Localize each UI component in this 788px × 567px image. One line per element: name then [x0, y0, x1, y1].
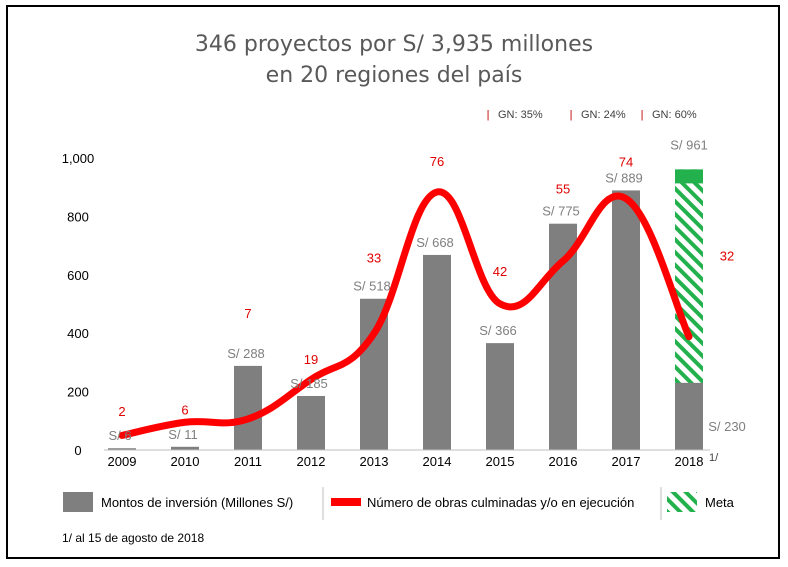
- investment-bar: [108, 448, 136, 450]
- x-tick-label: 2009: [108, 454, 137, 469]
- investment-bar: [612, 190, 640, 451]
- x-tick-label: 2018: [675, 454, 704, 469]
- count-value-label: 19: [304, 352, 318, 367]
- bars-front: [675, 382, 703, 450]
- year-footnote-mark: 1/: [709, 452, 719, 464]
- count-value-label: 74: [619, 155, 633, 170]
- gn-separator: |: [641, 109, 644, 121]
- y-tick-label: 600: [67, 268, 89, 283]
- x-axis-ticks: 2009 2010 2011 2012 2013 2014 2015 2016 2017 2018…: [108, 452, 720, 469]
- chart-title-line1: 346 proyectos por S/ 3,935 millones: [195, 32, 593, 57]
- investment-bar: [297, 395, 325, 450]
- meta-value-label: S/ 961: [670, 137, 708, 152]
- gn-separator: |: [487, 109, 490, 121]
- bars: [108, 190, 640, 451]
- bar-value-label: S/ 185: [290, 376, 328, 391]
- gn-annotation: GN: 60%: [652, 109, 697, 121]
- x-tick-label: 2014: [423, 454, 452, 469]
- x-tick-label: 2013: [360, 454, 389, 469]
- gn-separator: |: [570, 109, 573, 121]
- count-value-label: 2: [118, 404, 125, 419]
- x-tick-label: 2017: [612, 454, 641, 469]
- x-tick-label: 2011: [234, 454, 262, 469]
- bar-value-label: S/ 775: [542, 204, 580, 219]
- y-tick-label: 800: [67, 209, 89, 224]
- gn-annotations: | GN: 35% | GN: 24% | GN: 60%: [487, 109, 697, 121]
- count-value-label: 42: [493, 264, 507, 279]
- investment-bar: [234, 365, 262, 450]
- bar-value-label: S/ 288: [227, 346, 265, 361]
- bar-value-label: S/ 366: [479, 323, 517, 338]
- bar-value-label: S/ 518: [353, 279, 391, 294]
- legend-label-line: Número de obras culminadas y/o en ejecuc…: [367, 495, 634, 510]
- y-tick-label: 1,000: [62, 151, 95, 166]
- y-tick-label: 200: [67, 385, 89, 400]
- count-labels: 2 6 7 19 33 76 42 55 74 32: [118, 154, 734, 419]
- x-tick-label: 2010: [171, 454, 200, 469]
- investment-bar: [675, 382, 703, 450]
- count-series-line: [118, 188, 693, 439]
- count-value-label: 55: [556, 182, 570, 197]
- gn-annotation: GN: 35%: [498, 109, 543, 121]
- investment-bar: [423, 254, 451, 450]
- investment-bar: [171, 446, 199, 450]
- bar-value-label: S/ 6: [108, 428, 131, 443]
- legend-label-meta: Meta: [705, 495, 735, 510]
- count-value-label: 7: [244, 306, 251, 321]
- value-labels: S/ 6 S/ 11 S/ 288 S/ 185 S/ 518 S/ 668 S/ 366 S…: [108, 137, 745, 443]
- y-tick-label: 0: [74, 443, 81, 458]
- x-tick-label: 2012: [297, 454, 326, 469]
- count-value-label: 6: [181, 402, 188, 417]
- count-line: [118, 188, 693, 439]
- bar-value-label: S/ 11: [168, 427, 197, 442]
- meta-bar-cap: [675, 169, 703, 184]
- legend-label-bar: Montos de inversión (Millones S/): [101, 495, 293, 510]
- bar-value-label: S/ 668: [416, 235, 454, 250]
- gn-annotation: GN: 24%: [581, 109, 626, 121]
- chart-title-line2: en 20 regiones del país: [266, 63, 523, 88]
- count-value-label: 33: [367, 251, 381, 266]
- x-tick-label: 2016: [549, 454, 578, 469]
- y-axis-ticks: 0 200 400 600 800 1,000: [62, 151, 95, 458]
- legend-swatch-meta: [667, 492, 697, 512]
- footnote: 1/ al 15 de agosto de 2018: [62, 531, 204, 545]
- x-tick-label: 2015: [486, 454, 515, 469]
- bar-value-label: S/ 889: [605, 170, 643, 185]
- legend-swatch-bar: [63, 492, 93, 512]
- bar-value-label: S/ 230: [708, 419, 746, 434]
- investment-bar: [486, 343, 514, 450]
- y-tick-label: 400: [67, 326, 89, 341]
- legend: Montos de inversión (Millones S/) Número…: [63, 487, 735, 520]
- count-value-label: 32: [720, 249, 734, 264]
- count-value-label: 76: [430, 154, 444, 169]
